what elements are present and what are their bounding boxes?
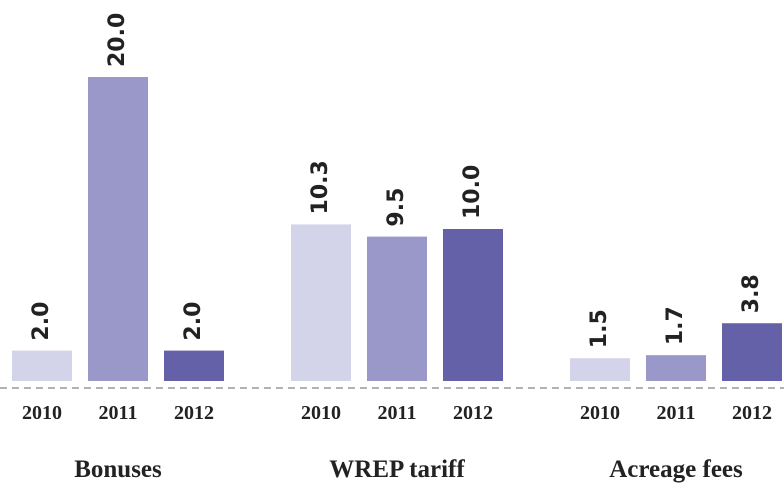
bar [443,229,503,381]
value-label: 20.0 [105,13,130,67]
value-label: 1.5 [587,309,612,348]
bar [646,355,706,381]
value-label: 10.0 [460,165,485,219]
value-label: 10.3 [308,160,333,214]
year-label: 2011 [657,402,696,424]
year-label: 2010 [301,402,341,424]
year-label: 2012 [174,402,214,424]
value-label: 3.8 [739,274,764,313]
bar [291,224,351,381]
value-label: 9.5 [384,188,409,227]
year-label: 2012 [732,402,772,424]
bar [164,350,224,381]
year-label: 2012 [453,402,493,424]
group-label: Acreage fees [609,456,743,483]
group-label: Bonuses [74,456,162,483]
value-label: 2.0 [29,302,54,341]
year-label: 2011 [99,402,138,424]
bar [570,358,630,381]
bar [12,350,72,381]
bar [367,236,427,381]
year-label: 2010 [580,402,620,424]
bar [88,77,148,381]
value-label: 2.0 [181,302,206,341]
year-label: 2011 [378,402,417,424]
group-label: WREP tariff [329,456,465,483]
value-label: 1.7 [663,306,688,345]
year-label: 2010 [22,402,62,424]
bar [722,323,782,381]
